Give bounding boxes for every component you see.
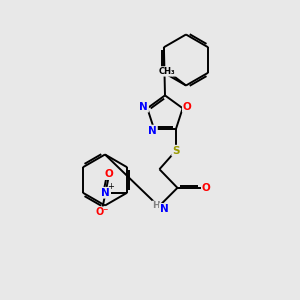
Text: N: N bbox=[148, 125, 157, 136]
Text: O: O bbox=[183, 102, 192, 112]
Text: H: H bbox=[153, 201, 160, 210]
Text: N: N bbox=[101, 188, 110, 198]
Text: N: N bbox=[160, 204, 169, 214]
Text: +: + bbox=[107, 182, 114, 191]
Text: N: N bbox=[139, 102, 148, 112]
Text: O: O bbox=[202, 183, 211, 193]
Text: O: O bbox=[104, 169, 113, 179]
Text: O⁻: O⁻ bbox=[95, 207, 109, 217]
Text: S: S bbox=[172, 146, 180, 156]
Text: CH₃: CH₃ bbox=[159, 67, 176, 76]
